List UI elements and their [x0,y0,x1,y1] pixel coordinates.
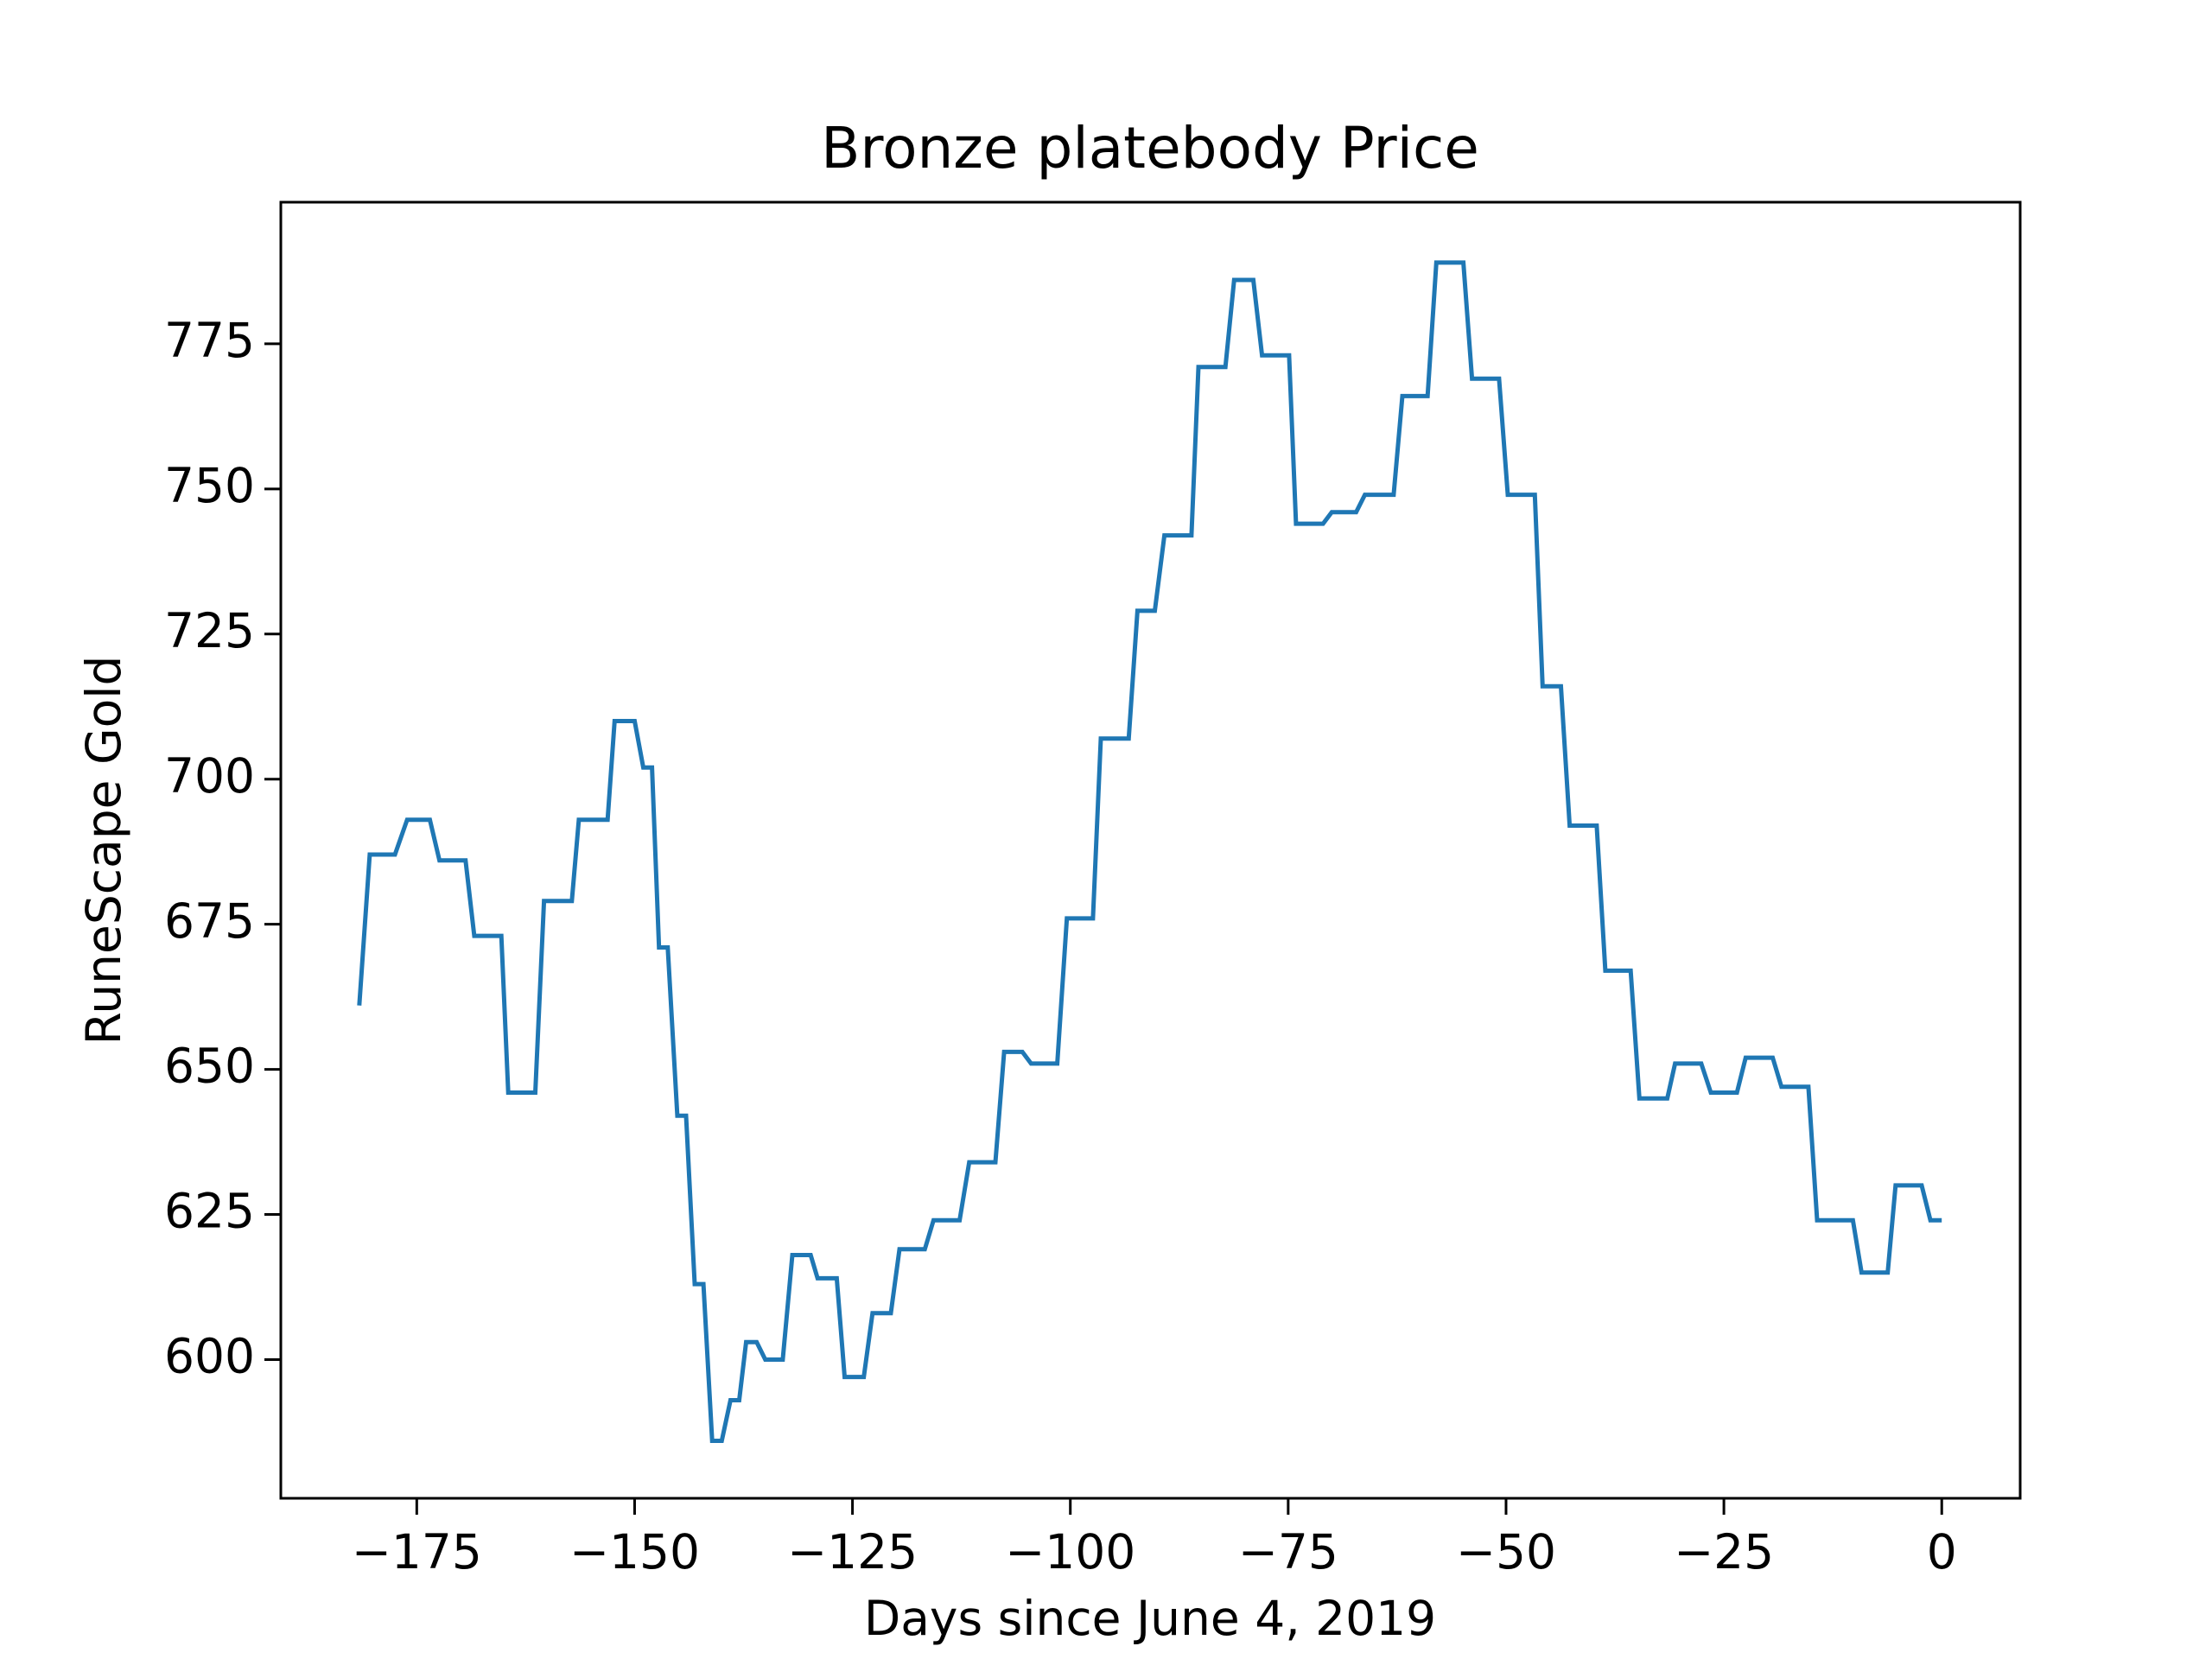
x-tick-label: −175 [352,1524,482,1580]
x-tick-label: −150 [569,1524,700,1580]
plot-frame [279,200,2022,1500]
y-tick-label: 625 [164,1184,255,1239]
y-tick-label: 600 [164,1329,255,1384]
x-tick-label: −125 [787,1524,918,1580]
y-tick-label: 775 [164,313,255,368]
y-axis-label: RuneScape Gold [76,656,131,1046]
x-tick-label: 0 [1927,1524,1957,1580]
y-tick-label: 675 [164,893,255,949]
y-tick-label: 650 [164,1039,255,1094]
x-tick-label: −25 [1674,1524,1774,1580]
x-axis-label: Days since June 4, 2019 [864,1591,1436,1646]
chart-title: Bronze platebody Price [821,115,1479,181]
y-tick-label: 725 [164,603,255,658]
x-tick-label: −100 [1005,1524,1135,1580]
y-tick-label: 750 [164,458,255,513]
y-tick-label: 700 [164,748,255,804]
x-tick-label: −75 [1238,1524,1338,1580]
x-tick-label: −50 [1456,1524,1556,1580]
data-line [357,260,1942,1443]
